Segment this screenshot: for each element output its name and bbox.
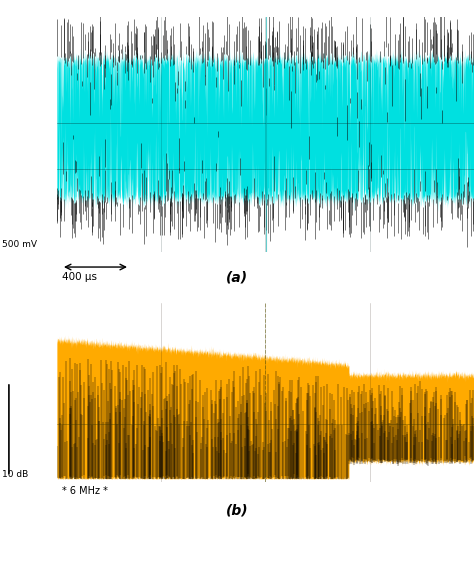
Text: (b): (b) [226,504,248,517]
Text: (a): (a) [226,271,248,284]
Text: 400 μs: 400 μs [62,272,97,282]
Text: * 6 MHz *: * 6 MHz * [62,486,108,496]
Text: 500 mV: 500 mV [2,240,37,249]
Text: 10 dB: 10 dB [2,470,28,479]
